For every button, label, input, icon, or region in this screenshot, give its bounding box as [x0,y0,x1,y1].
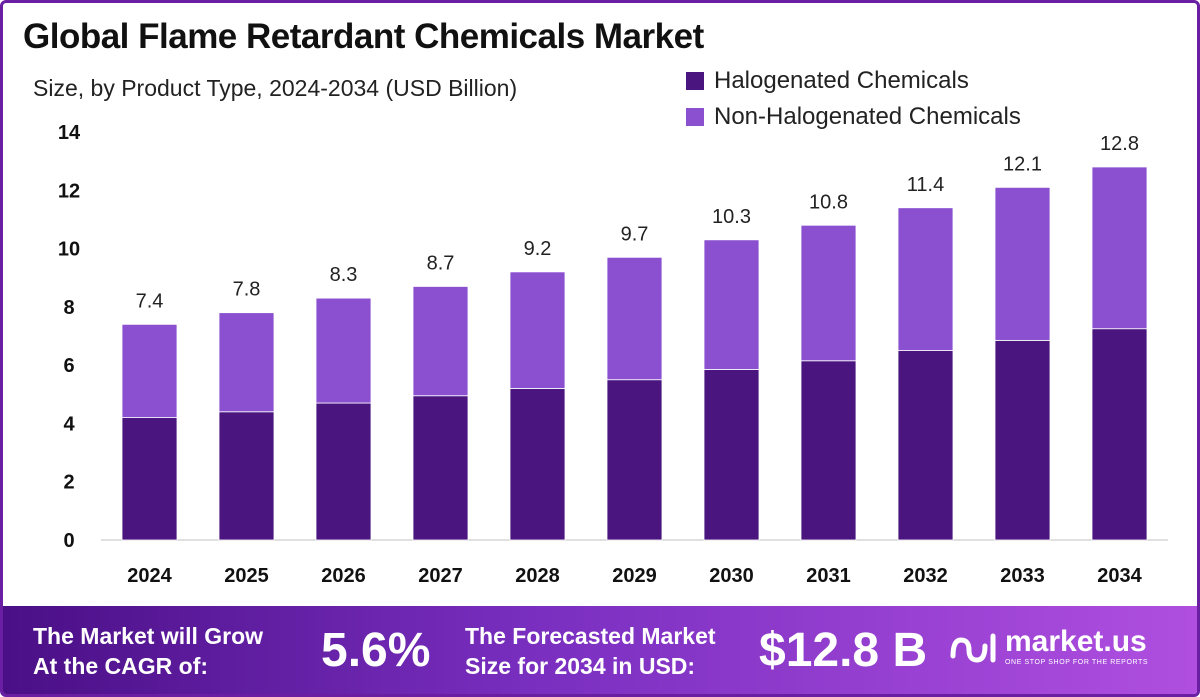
data-label-total: 8.7 [427,252,455,274]
bar-non-halogenated [1091,166,1148,330]
bar-non-halogenated [994,186,1051,341]
brand-logo: market.us ONE STOP SHOP FOR THE REPORTS [949,626,1148,666]
bar-non-halogenated [412,286,469,397]
data-label-total: 12.8 [1100,133,1139,155]
legend-label-halogenated: Halogenated Chemicals [714,67,969,94]
bar-halogenated [703,369,760,541]
bar-halogenated [218,411,275,541]
bar-non-halogenated [509,271,566,389]
x-tick-label: 2032 [903,565,948,587]
legend-item-non-halogenated: Non-Halogenated Chemicals [686,99,1021,135]
legend: Halogenated Chemicals Non-Halogenated Ch… [686,63,1021,135]
x-tick-label: 2030 [709,565,754,587]
y-tick-label: 12 [58,180,80,202]
bar-halogenated [1091,328,1148,541]
bar-non-halogenated [121,323,178,419]
chart-subtitle: Size, by Product Type, 2024-2034 (USD Bi… [33,75,518,101]
chart-title: Global Flame Retardant Chemicals Market [23,17,704,56]
data-label-total: 11.4 [907,174,944,196]
data-label-total: 9.2 [524,238,552,260]
cagr-label: The Market will Grow At the CAGR of: [33,621,263,681]
cagr-value: 5.6% [321,624,431,677]
forecast-label-line2: Size for 2034 in USD: [465,653,696,679]
data-label-total: 12.1 [1003,153,1042,175]
y-tick-label: 6 [63,355,74,377]
bar-chart: 0 2 4 6 8 10 12 14 7.4 2024 7.8 2025 8.3 2026 8.7 2027 9… [58,122,1168,587]
x-tick-label: 2028 [515,565,560,587]
x-tick-label: 2026 [321,565,366,587]
market-us-logo-icon [950,633,996,663]
x-tick-label: 2027 [418,565,463,587]
cagr-label-line2: At the CAGR of: [33,653,209,679]
y-tick-label: 0 [63,530,74,552]
bar-non-halogenated [218,312,275,413]
footer-banner: The Market will Grow At the CAGR of: 5.6… [3,606,1197,694]
legend-swatch-halogenated [686,72,704,90]
legend-label-non-halogenated: Non-Halogenated Chemicals [714,103,1021,130]
cagr-label-line1: The Market will Grow [33,623,264,649]
bar-halogenated [994,339,1051,541]
forecast-label: The Forecasted Market Size for 2034 in U… [465,621,716,681]
brand-tagline: ONE STOP SHOP FOR THE REPORTS [1005,658,1149,666]
x-tick-label: 2024 [127,565,172,587]
x-tick-label: 2034 [1097,565,1142,587]
data-label-total: 9.7 [621,223,649,245]
bar-non-halogenated [606,256,663,381]
legend-item-halogenated: Halogenated Chemicals [686,63,1021,99]
bar-halogenated [315,402,372,541]
bar-non-halogenated [800,224,857,362]
x-tick-label: 2033 [1000,565,1045,587]
y-tick-label: 2 [63,472,74,494]
brand-name: market.us [1005,624,1147,658]
y-tick-label: 4 [63,413,75,435]
bar-halogenated [897,350,954,541]
bar-halogenated [800,360,857,541]
y-tick-label: 10 [58,239,80,261]
data-label-total: 7.8 [233,279,261,301]
bar-halogenated [121,417,178,541]
x-tick-label: 2029 [612,565,657,587]
bar-halogenated [606,379,663,541]
data-label-total: 8.3 [330,264,358,286]
forecast-value: $12.8 B [759,624,928,677]
bar-non-halogenated [897,207,954,351]
data-label-total: 10.8 [809,191,848,213]
x-tick-label: 2031 [806,565,851,587]
forecast-label-line1: The Forecasted Market [465,623,716,649]
data-label-total: 10.3 [712,206,751,228]
y-tick-label: 14 [58,122,81,144]
bar-non-halogenated [315,297,372,404]
y-tick-label: 8 [63,297,74,319]
bar-halogenated [509,388,566,541]
legend-swatch-non-halogenated [686,108,704,126]
bar-halogenated [412,395,469,541]
x-tick-label: 2025 [224,565,269,587]
data-label-total: 7.4 [136,290,164,312]
bar-non-halogenated [703,239,760,370]
